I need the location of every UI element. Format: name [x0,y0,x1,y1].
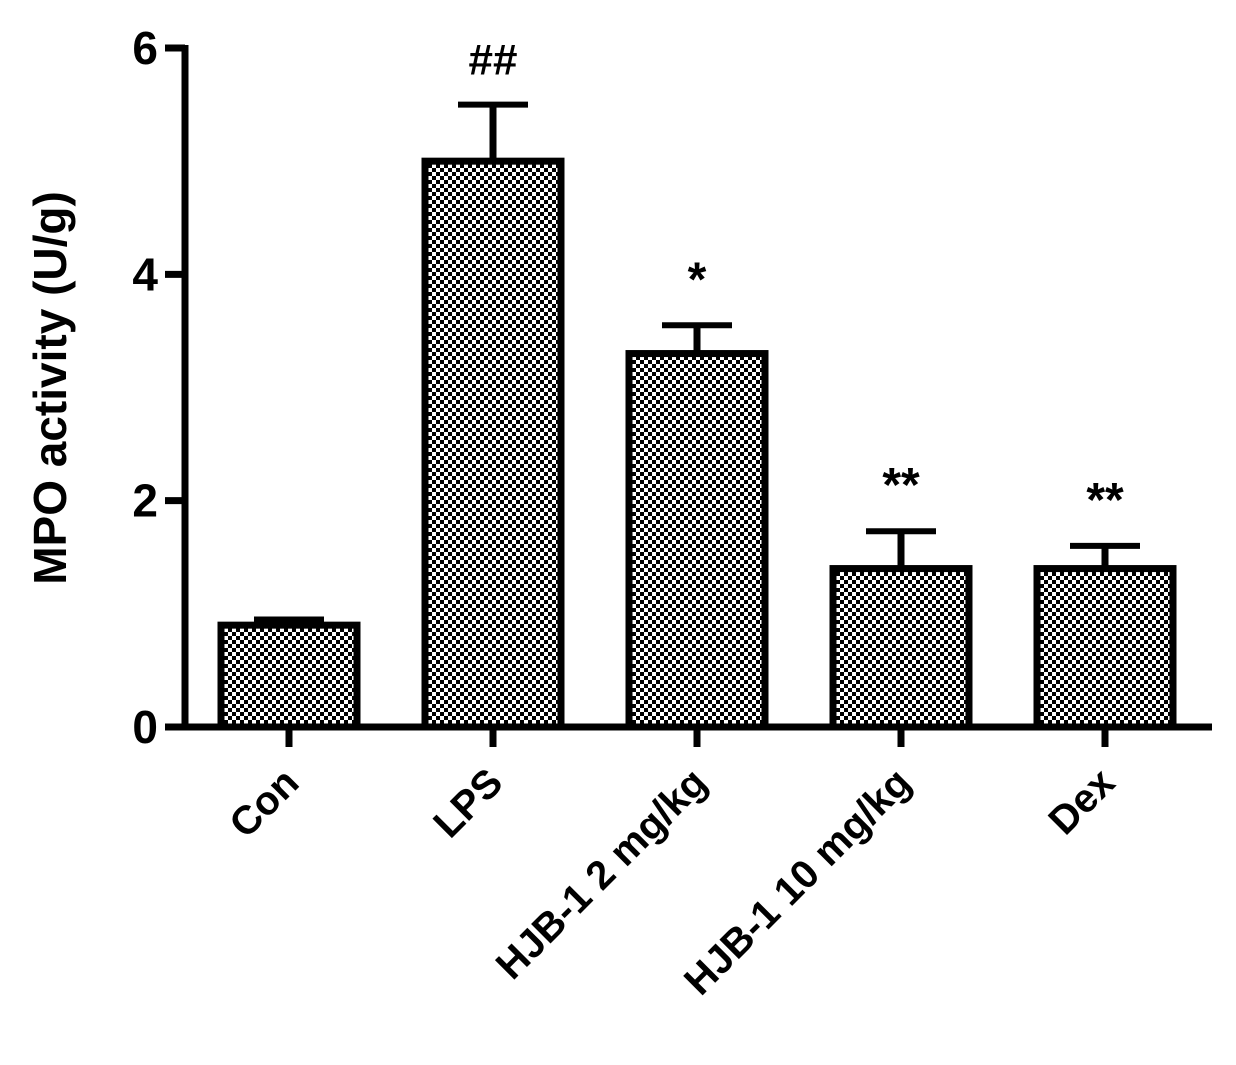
y-tick-label-2: 4 [132,248,158,300]
bar-3 [829,565,973,731]
bar-1 [421,157,565,731]
category-label-1: LPS [425,760,511,846]
y-tick-label-1: 2 [132,475,158,527]
significance-label-3: ** [882,459,920,512]
bar-0 [217,621,361,731]
y-tick-label-0: 0 [132,701,158,753]
bar-2 [625,350,769,731]
significance-label-4: ** [1086,474,1124,527]
category-label-0: Con [221,760,307,846]
significance-label-2: * [688,253,707,306]
y-tick-label-3: 6 [132,22,158,74]
y-axis-title: MPO activity (U/g) [24,191,76,585]
bar-4 [1033,565,1177,731]
significance-label-1: ## [469,36,518,85]
category-label-3: HJB-1 10 mg/kg [676,760,919,1003]
category-label-2: HJB-1 2 mg/kg [488,760,716,988]
category-label-4: Dex [1040,760,1123,843]
